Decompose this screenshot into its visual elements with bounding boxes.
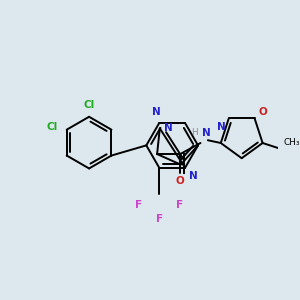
Text: N: N [164,123,173,134]
Text: N: N [189,172,197,182]
Text: N: N [217,122,226,132]
Text: F: F [156,214,163,224]
Text: F: F [136,200,142,210]
Text: O: O [176,176,184,186]
Text: Cl: Cl [83,100,95,110]
Text: F: F [176,200,183,210]
Text: Cl: Cl [46,122,58,132]
Text: O: O [258,106,267,117]
Text: H: H [191,128,198,136]
Text: N: N [152,106,161,116]
Text: CH₃: CH₃ [284,137,300,146]
Text: N: N [202,128,211,138]
